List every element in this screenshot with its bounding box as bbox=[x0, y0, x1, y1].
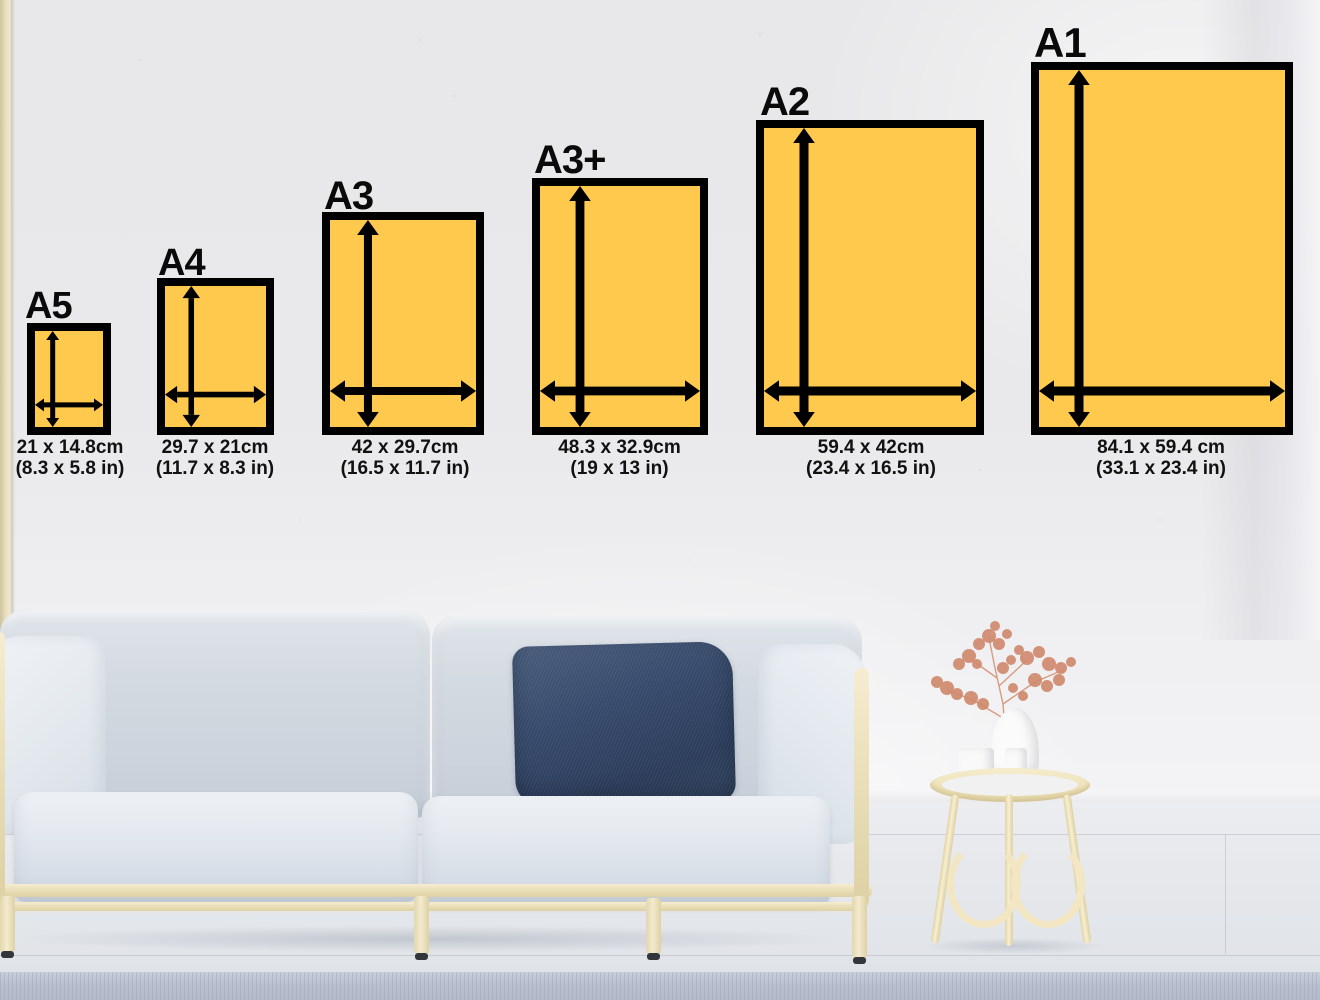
size-caption-a3plus: 48.3 x 32.9cm (19 x 13 in) bbox=[527, 437, 712, 480]
size-label-a3plus: A3+ bbox=[534, 138, 606, 182]
size-dimension-arrows-a1 bbox=[1039, 70, 1285, 427]
sofa-leg-2 bbox=[414, 896, 429, 960]
size-caption-inch: (23.4 x 16.5 in) bbox=[806, 458, 936, 480]
sofa-seat-cushion-left bbox=[14, 792, 418, 902]
dried-branch-decor bbox=[931, 621, 1076, 757]
side-table-brace-left bbox=[947, 840, 1021, 928]
size-rect-a4[interactable] bbox=[157, 278, 274, 435]
side-table-shadow bbox=[923, 938, 1103, 954]
size-caption-cm: 84.1 x 59.4 cm bbox=[1097, 437, 1225, 458]
side-table bbox=[923, 621, 1103, 954]
door-frame-edge bbox=[11, 0, 15, 700]
sofa-frame-rail-upper bbox=[0, 884, 872, 897]
size-caption-cm: 29.7 x 21cm bbox=[161, 437, 269, 458]
sofa bbox=[0, 596, 886, 964]
size-caption-cm: 59.4 x 42cm bbox=[817, 437, 925, 458]
side-table-brace-right bbox=[1011, 840, 1085, 928]
size-label-a4: A4 bbox=[158, 242, 206, 284]
size-caption-cm: 42 x 29.7cm bbox=[351, 437, 459, 458]
sofa-leg-4 bbox=[852, 896, 867, 964]
size-label-a1: A1 bbox=[1034, 19, 1087, 66]
size-caption-inch: (11.7 x 8.3 in) bbox=[155, 458, 275, 480]
throw-pillow bbox=[511, 641, 737, 807]
size-caption-a5: 21 x 14.8cm (8.3 x 5.8 in) bbox=[0, 437, 140, 480]
sofa-leg-1 bbox=[0, 896, 15, 958]
size-caption-a2: 59.4 x 42cm (23.4 x 16.5 in) bbox=[757, 437, 985, 480]
size-caption-inch: (19 x 13 in) bbox=[570, 458, 669, 480]
side-table-top-glass bbox=[942, 774, 1078, 796]
size-caption-a1: 84.1 x 59.4 cm (33.1 x 23.4 in) bbox=[1030, 437, 1292, 480]
size-caption-inch: (8.3 x 5.8 in) bbox=[15, 458, 125, 480]
size-label-a2: A2 bbox=[760, 80, 810, 124]
size-dimension-arrows-a2 bbox=[764, 128, 976, 427]
size-rect-a3[interactable] bbox=[322, 212, 484, 435]
size-caption-cm: 21 x 14.8cm bbox=[16, 437, 124, 458]
size-caption-a4: 29.7 x 21cm (11.7 x 8.3 in) bbox=[145, 437, 285, 480]
size-caption-inch: (16.5 x 11.7 in) bbox=[340, 458, 470, 480]
size-dimension-arrows-a3 bbox=[330, 220, 476, 427]
sofa-frame-rail-lower bbox=[2, 902, 866, 911]
sofa-frame-post-right bbox=[854, 668, 869, 908]
size-caption-a3: 42 x 29.7cm (16.5 x 11.7 in) bbox=[325, 437, 485, 480]
size-dimension-arrows-a3plus bbox=[540, 186, 700, 427]
rug bbox=[0, 972, 1320, 1000]
size-caption-cm: 48.3 x 32.9cm bbox=[558, 437, 681, 458]
size-dimension-arrows-a5 bbox=[35, 331, 103, 427]
size-rect-a2[interactable] bbox=[756, 120, 984, 435]
size-dimension-arrows-a4 bbox=[165, 286, 266, 427]
size-label-a5: A5 bbox=[25, 285, 73, 327]
sofa-frame-post-left bbox=[0, 632, 5, 902]
size-caption-inch: (33.1 x 23.4 in) bbox=[1096, 458, 1226, 480]
door-frame-trim bbox=[0, 0, 13, 700]
size-label-a3: A3 bbox=[324, 174, 374, 218]
size-rect-a5[interactable] bbox=[27, 323, 111, 435]
sofa-leg-3 bbox=[646, 898, 661, 960]
